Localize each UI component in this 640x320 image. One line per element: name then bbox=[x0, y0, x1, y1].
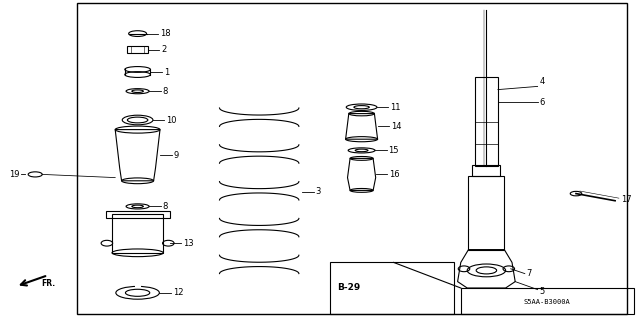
Text: 18: 18 bbox=[160, 29, 171, 38]
Text: 12: 12 bbox=[173, 288, 183, 297]
Text: 5: 5 bbox=[540, 287, 545, 296]
Text: 17: 17 bbox=[621, 195, 632, 204]
Text: 8: 8 bbox=[163, 87, 168, 96]
Text: 6: 6 bbox=[540, 98, 545, 107]
Text: 15: 15 bbox=[388, 146, 399, 155]
Text: 9: 9 bbox=[173, 151, 179, 160]
Text: 8: 8 bbox=[163, 202, 168, 211]
Text: 19: 19 bbox=[9, 170, 19, 179]
Text: 11: 11 bbox=[390, 103, 401, 112]
Text: 7: 7 bbox=[527, 269, 532, 278]
Bar bbox=[106, 211, 170, 218]
Bar bbox=[461, 288, 634, 314]
Bar bbox=[127, 46, 148, 53]
Bar bbox=[475, 77, 498, 166]
Text: 4: 4 bbox=[540, 77, 545, 86]
Text: B-29: B-29 bbox=[337, 284, 360, 292]
Text: 3: 3 bbox=[316, 188, 321, 196]
Text: 13: 13 bbox=[183, 239, 194, 248]
Text: 10: 10 bbox=[166, 116, 177, 124]
Bar bbox=[77, 3, 627, 314]
Bar bbox=[472, 165, 500, 176]
Bar bbox=[468, 176, 504, 250]
Text: 16: 16 bbox=[389, 170, 400, 179]
Text: S5AA-B3000A: S5AA-B3000A bbox=[524, 300, 571, 305]
Text: 14: 14 bbox=[391, 122, 401, 131]
Bar bbox=[330, 262, 454, 314]
Text: 1: 1 bbox=[164, 68, 169, 76]
Bar bbox=[112, 214, 163, 253]
Text: 2: 2 bbox=[161, 45, 166, 54]
Text: FR.: FR. bbox=[42, 279, 56, 288]
